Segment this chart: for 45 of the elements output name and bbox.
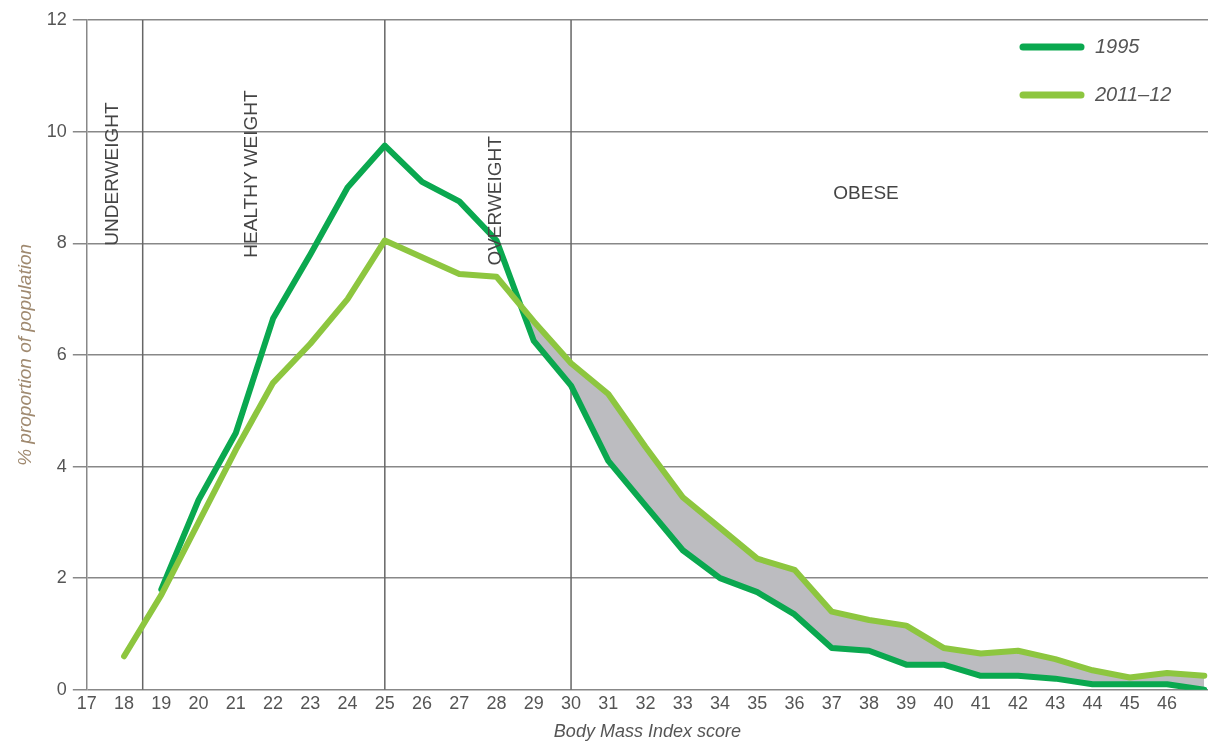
x-tick-label: 43 — [1045, 692, 1066, 713]
x-tick-label: 37 — [821, 692, 842, 713]
y-tick-label: 4 — [56, 455, 67, 476]
annotation: OBESE — [833, 182, 899, 204]
x-tick-label: 36 — [784, 692, 805, 713]
x-tick-label: 30 — [561, 692, 582, 713]
y-axis-title: % proportion of population — [13, 243, 35, 466]
y-tick-label: 6 — [56, 343, 67, 364]
legend-label: 2011–12 — [1094, 82, 1172, 105]
x-tick-label: 29 — [523, 692, 544, 713]
x-tick-label: 22 — [263, 692, 284, 713]
y-tick-label: 0 — [56, 678, 67, 699]
x-tick-label: 26 — [412, 692, 433, 713]
y-tick-label: 12 — [46, 8, 67, 29]
x-tick-label: 42 — [1008, 692, 1029, 713]
x-tick-label: 41 — [970, 692, 991, 713]
x-tick-label: 38 — [859, 692, 880, 713]
x-tick-label: 39 — [896, 692, 917, 713]
y-tick-label: 2 — [56, 567, 67, 588]
x-tick-label: 32 — [635, 692, 656, 713]
x-tick-label: 27 — [449, 692, 470, 713]
x-tick-label: 33 — [672, 692, 693, 713]
x-tick-label: 46 — [1157, 692, 1178, 713]
x-tick-label: 24 — [337, 692, 358, 713]
x-tick-label: 18 — [114, 692, 135, 713]
y-tick-label: 10 — [46, 120, 67, 141]
x-tick-label: 23 — [300, 692, 321, 713]
x-tick-label: 20 — [188, 692, 209, 713]
x-tick-label: 31 — [598, 692, 619, 713]
x-tick-label: 44 — [1082, 692, 1103, 713]
x-tick-label: 19 — [151, 692, 172, 713]
x-tick-label: 17 — [76, 692, 97, 713]
x-tick-label: 35 — [747, 692, 768, 713]
x-tick-label: 21 — [225, 692, 246, 713]
annotation: UNDERWEIGHT — [100, 102, 122, 246]
x-tick-label: 40 — [933, 692, 954, 713]
annotation: HEALTHY WEIGHT — [239, 90, 261, 258]
x-tick-label: 34 — [710, 692, 731, 713]
x-axis-title: Body Mass Index score — [553, 721, 741, 742]
annotation: OVERWEIGHT — [484, 135, 506, 266]
x-tick-label: 45 — [1119, 692, 1140, 713]
x-tick-label: 25 — [374, 692, 395, 713]
legend-label: 1995 — [1095, 34, 1141, 57]
x-tick-label: 28 — [486, 692, 507, 713]
y-tick-label: 8 — [56, 232, 67, 253]
